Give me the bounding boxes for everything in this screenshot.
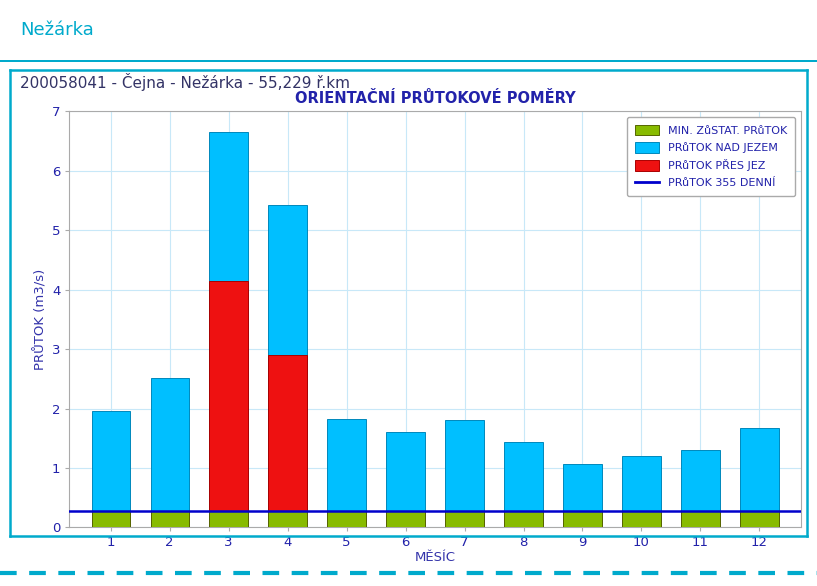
Bar — [150, 512, 189, 527]
Bar — [445, 512, 484, 527]
Bar — [445, 420, 484, 527]
Bar — [445, 512, 484, 527]
Y-axis label: PRŮTOK (m3/s): PRŮTOK (m3/s) — [34, 269, 47, 370]
Legend: MIN. ZůSTAT. PRůTOK, PRůTOK NAD JEZEM, PRůTOK PŘES JEZ, PRůTOK 355 DENNÍ: MIN. ZůSTAT. PRůTOK, PRůTOK NAD JEZEM, P… — [627, 117, 795, 196]
Bar — [92, 512, 130, 527]
Bar — [623, 512, 661, 527]
Bar — [150, 512, 189, 527]
Bar — [504, 442, 542, 527]
Bar — [92, 411, 130, 527]
Title: ORIENTAČNÍ PRŮTOKOVÉ POMĚRY: ORIENTAČNÍ PRŮTOKOVÉ POMĚRY — [295, 91, 575, 106]
Bar — [328, 512, 366, 527]
Bar — [681, 512, 720, 527]
Bar — [328, 512, 366, 527]
Bar — [740, 428, 779, 527]
Bar — [681, 450, 720, 527]
Bar — [504, 512, 542, 527]
Bar — [209, 132, 248, 527]
Bar — [269, 512, 307, 527]
Bar — [563, 464, 601, 527]
Bar — [563, 512, 601, 527]
Bar — [681, 512, 720, 527]
Bar — [740, 512, 779, 527]
Bar — [92, 512, 130, 527]
Bar — [269, 205, 307, 527]
Bar — [623, 512, 661, 527]
Bar — [209, 512, 248, 527]
Bar — [386, 512, 425, 527]
Bar — [563, 512, 601, 527]
Text: Nežárka: Nežárka — [20, 21, 94, 39]
Bar — [209, 281, 248, 527]
Bar — [504, 512, 542, 527]
Bar — [269, 355, 307, 527]
Text: 200058041 - Čejna - Nežárka - 55,229 ř.km: 200058041 - Čejna - Nežárka - 55,229 ř.k… — [20, 73, 350, 91]
Bar — [328, 419, 366, 527]
Bar — [623, 456, 661, 527]
X-axis label: MĚSÍC: MĚSÍC — [414, 551, 456, 564]
Bar — [386, 432, 425, 527]
Bar — [386, 512, 425, 527]
Bar — [740, 512, 779, 527]
Bar — [150, 377, 189, 527]
